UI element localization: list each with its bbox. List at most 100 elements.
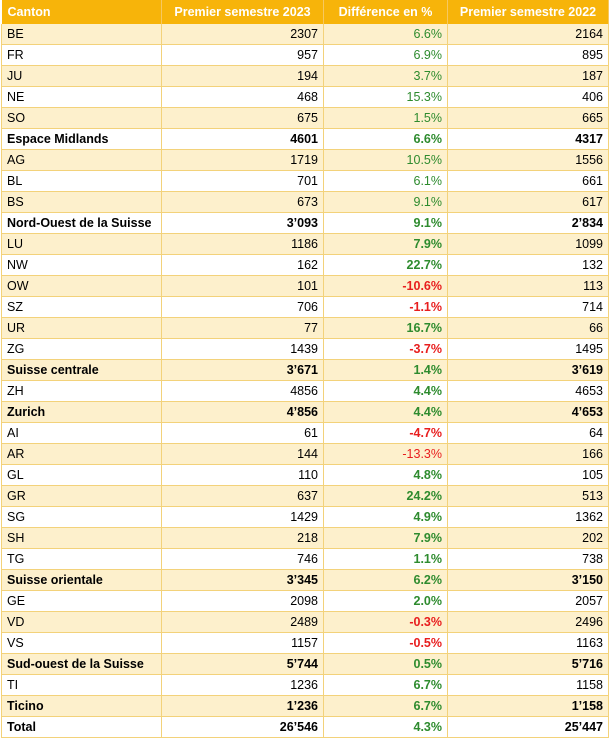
table-row: BE 2307 6.6% 2164: [1, 24, 609, 45]
table-row: GE 2098 2.0% 2057: [1, 590, 609, 612]
cell-semestre-2022: 66: [447, 317, 609, 339]
table-row: GR 637 24.2% 513: [1, 485, 609, 507]
cell-semestre-2023: 2307: [161, 24, 324, 45]
cell-semestre-2023: 26’546: [161, 716, 324, 738]
cell-canton: ZH: [1, 380, 162, 402]
table-row: GL 110 4.8% 105: [1, 464, 609, 486]
cell-difference: 2.0%: [323, 590, 448, 612]
table-row: SH 218 7.9% 202: [1, 527, 609, 549]
table-row: Espace Midlands 4601 6.6% 4317: [1, 128, 609, 150]
cell-canton: VS: [1, 632, 162, 654]
cell-difference: 10.5%: [323, 149, 448, 171]
table-row: AR 144 -13.3% 166: [1, 443, 609, 465]
table-row: LU 1186 7.9% 1099: [1, 233, 609, 255]
table-row: Sud-ouest de la Suisse 5’744 0.5% 5’716: [1, 653, 609, 675]
cell-semestre-2022: 25’447: [447, 716, 609, 738]
cell-canton: TI: [1, 674, 162, 696]
cell-semestre-2023: 3’671: [161, 359, 324, 381]
cell-difference: 1.4%: [323, 359, 448, 381]
cell-semestre-2023: 3’345: [161, 569, 324, 591]
cell-difference: -0.3%: [323, 611, 448, 633]
table-row: VD 2489 -0.3% 2496: [1, 611, 609, 633]
cell-difference: 4.4%: [323, 401, 448, 423]
cell-canton: VD: [1, 611, 162, 633]
cell-semestre-2023: 4601: [161, 128, 324, 150]
table-row: Suisse centrale 3’671 1.4% 3’619: [1, 359, 609, 381]
cell-difference: 4.8%: [323, 464, 448, 486]
table-row: SZ 706 -1.1% 714: [1, 296, 609, 318]
cell-canton: UR: [1, 317, 162, 339]
cell-difference: 6.6%: [323, 24, 448, 45]
cell-canton: BE: [1, 24, 162, 45]
cell-semestre-2022: 665: [447, 107, 609, 129]
cell-semestre-2022: 513: [447, 485, 609, 507]
cell-canton: OW: [1, 275, 162, 297]
cell-semestre-2022: 4317: [447, 128, 609, 150]
cell-semestre-2023: 637: [161, 485, 324, 507]
cell-canton: Suisse orientale: [1, 569, 162, 591]
header-semestre-2023: Premier semestre 2023: [161, 0, 324, 24]
cell-semestre-2022: 3’619: [447, 359, 609, 381]
cell-canton: JU: [1, 65, 162, 87]
cell-semestre-2022: 1’158: [447, 695, 609, 717]
cell-difference: 6.6%: [323, 128, 448, 150]
cell-semestre-2023: 675: [161, 107, 324, 129]
table-row: VS 1157 -0.5% 1163: [1, 632, 609, 654]
cell-difference: 16.7%: [323, 317, 448, 339]
cell-difference: 0.5%: [323, 653, 448, 675]
cell-semestre-2022: 406: [447, 86, 609, 108]
cell-semestre-2022: 895: [447, 44, 609, 66]
cell-canton: SO: [1, 107, 162, 129]
cell-difference: 7.9%: [323, 527, 448, 549]
table-row: NE 468 15.3% 406: [1, 86, 609, 108]
header-difference: Différence en %: [323, 0, 448, 24]
table-row: BS 673 9.1% 617: [1, 191, 609, 213]
cell-difference: 9.1%: [323, 191, 448, 213]
table-body: BE 2307 6.6% 2164 FR 957 6.9% 895 JU 194 3.7% 187 NE…: [1, 24, 609, 738]
cell-canton: SG: [1, 506, 162, 528]
cell-semestre-2023: 1719: [161, 149, 324, 171]
cell-difference: 22.7%: [323, 254, 448, 276]
cell-canton: Espace Midlands: [1, 128, 162, 150]
cell-semestre-2023: 162: [161, 254, 324, 276]
cell-semestre-2023: 2489: [161, 611, 324, 633]
cell-canton: GE: [1, 590, 162, 612]
cell-difference: 1.5%: [323, 107, 448, 129]
cell-semestre-2023: 110: [161, 464, 324, 486]
cell-semestre-2022: 105: [447, 464, 609, 486]
header-semestre-2022: Premier semestre 2022: [447, 0, 609, 24]
cell-semestre-2022: 617: [447, 191, 609, 213]
cell-difference: -4.7%: [323, 422, 448, 444]
cell-semestre-2022: 1158: [447, 674, 609, 696]
cell-semestre-2023: 957: [161, 44, 324, 66]
cell-canton: Suisse centrale: [1, 359, 162, 381]
cell-semestre-2023: 101: [161, 275, 324, 297]
cell-semestre-2023: 4856: [161, 380, 324, 402]
cell-difference: 6.1%: [323, 170, 448, 192]
cell-difference: 9.1%: [323, 212, 448, 234]
table-row: BL 701 6.1% 661: [1, 170, 609, 192]
cell-canton: SZ: [1, 296, 162, 318]
cell-semestre-2022: 166: [447, 443, 609, 465]
cell-semestre-2022: 1495: [447, 338, 609, 360]
cell-difference: 3.7%: [323, 65, 448, 87]
cell-canton: BL: [1, 170, 162, 192]
cell-semestre-2022: 1362: [447, 506, 609, 528]
cell-difference: 4.4%: [323, 380, 448, 402]
cell-semestre-2022: 1099: [447, 233, 609, 255]
cell-canton: TG: [1, 548, 162, 570]
cell-canton: GL: [1, 464, 162, 486]
table-row: NW 162 22.7% 132: [1, 254, 609, 276]
cell-canton: AR: [1, 443, 162, 465]
cell-semestre-2022: 1556: [447, 149, 609, 171]
cell-semestre-2022: 187: [447, 65, 609, 87]
header-row: Canton Premier semestre 2023 Différence …: [1, 0, 609, 24]
cell-semestre-2023: 1439: [161, 338, 324, 360]
cell-semestre-2023: 1’236: [161, 695, 324, 717]
cell-difference: 6.9%: [323, 44, 448, 66]
table-row: OW 101 -10.6% 113: [1, 275, 609, 297]
cell-semestre-2022: 5’716: [447, 653, 609, 675]
cell-canton: GR: [1, 485, 162, 507]
cell-semestre-2023: 1157: [161, 632, 324, 654]
table-row: Suisse orientale 3’345 6.2% 3’150: [1, 569, 609, 591]
